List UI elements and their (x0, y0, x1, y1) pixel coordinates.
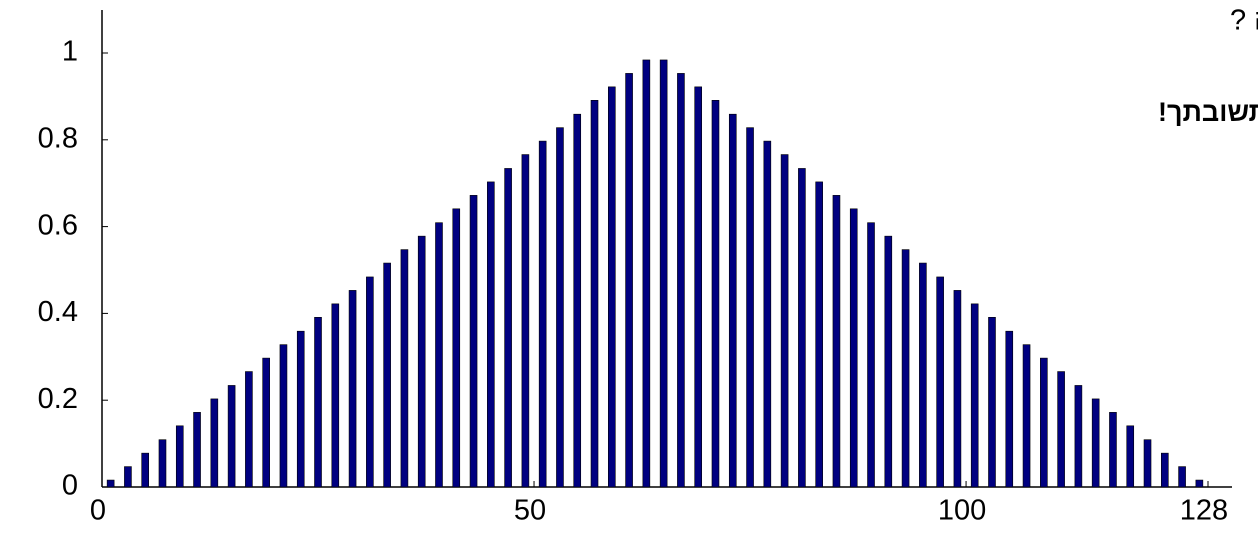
y-tick-label: 1 (62, 36, 78, 68)
bar (953, 290, 962, 488)
x-tick-label: 0 (90, 495, 106, 527)
bar (1160, 452, 1169, 488)
question-text: מהו טרנספורם הפורייה של התמונה ? (1230, 5, 1258, 37)
bar (417, 235, 426, 488)
bar (331, 303, 340, 488)
bar (711, 100, 720, 488)
bar (348, 290, 357, 488)
bar (780, 154, 789, 488)
bar (694, 86, 703, 488)
y-tick-label: 0.2 (38, 383, 78, 415)
bar (590, 100, 599, 488)
bar (366, 276, 374, 488)
bar (1057, 371, 1065, 488)
bar (677, 73, 685, 488)
bar (521, 154, 530, 488)
bar (936, 276, 944, 488)
bar (919, 262, 927, 488)
bar (245, 371, 253, 488)
bar (1040, 357, 1048, 488)
bar (849, 208, 858, 488)
bar (642, 59, 651, 488)
bar (573, 113, 582, 488)
bar (988, 317, 996, 488)
bar (452, 208, 461, 488)
bar (1022, 344, 1031, 488)
bar (1126, 425, 1135, 488)
bar (175, 425, 184, 488)
y-tick-label: 0 (62, 470, 78, 502)
bar (659, 59, 668, 488)
bar (746, 127, 754, 488)
bar (607, 86, 616, 488)
bar (884, 235, 893, 488)
bar (1074, 385, 1083, 488)
bar (763, 140, 772, 488)
y-tick-label: 0.4 (38, 296, 78, 328)
bar (728, 113, 737, 488)
bar (210, 398, 219, 488)
bar (193, 412, 201, 488)
bar (383, 262, 391, 488)
bar (296, 330, 305, 488)
bar (106, 479, 115, 488)
bar (279, 344, 288, 488)
bar (227, 385, 236, 488)
bar (625, 73, 633, 488)
bar (901, 249, 910, 488)
y-tick-label: 0.8 (38, 122, 78, 154)
bar (1005, 330, 1014, 488)
y-tick-label: 0.6 (38, 209, 78, 241)
bar (158, 439, 167, 488)
bar (469, 195, 478, 488)
bar (400, 249, 409, 488)
instruction-text: הסבר תשובתך! (1158, 97, 1258, 127)
bar (1195, 479, 1204, 488)
bar (832, 195, 841, 488)
bar (124, 466, 132, 488)
x-tick-label: 50 (514, 495, 546, 527)
bar (504, 168, 512, 488)
bar (970, 303, 979, 488)
bar (1178, 466, 1186, 488)
x-tick-label: 128 (1180, 495, 1228, 527)
bar (1091, 398, 1100, 488)
bar (262, 357, 270, 488)
bar (487, 181, 495, 488)
bar (1143, 439, 1152, 488)
bar (435, 222, 443, 488)
bar (867, 222, 875, 488)
bar (314, 317, 322, 488)
bar (798, 168, 806, 488)
bar (1109, 412, 1117, 488)
bar (815, 181, 823, 488)
x-tick-label: 100 (938, 495, 986, 527)
bar (141, 452, 150, 488)
bar (538, 140, 547, 488)
bar (556, 127, 564, 488)
